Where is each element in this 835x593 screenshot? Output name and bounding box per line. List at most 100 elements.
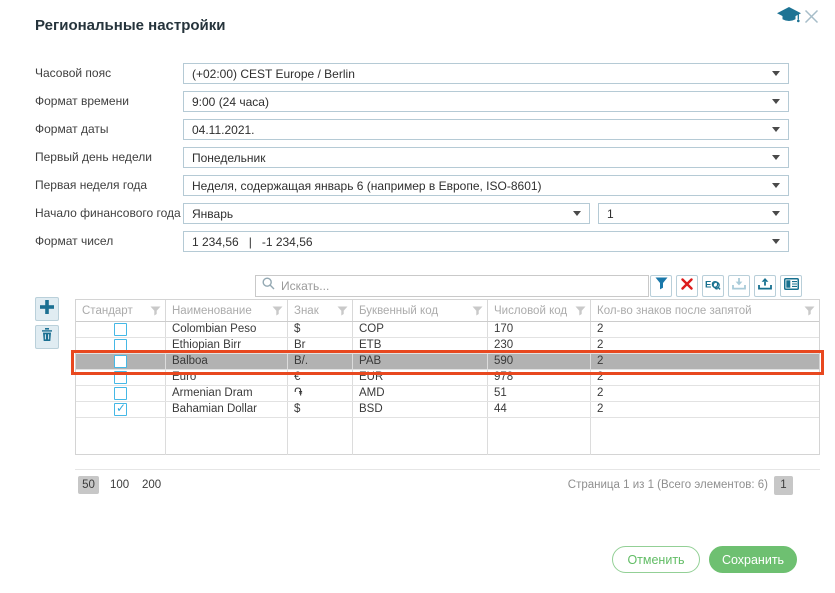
standard-checkbox[interactable] [114, 401, 127, 416]
fiscal-year-day-select[interactable]: 1 [598, 203, 789, 224]
cell-decimals: 2 [597, 403, 604, 415]
first-day-value: Понедельник [192, 150, 266, 165]
chevron-down-icon [772, 239, 780, 244]
date-format-label: Формат даты [35, 122, 109, 136]
cell-decimals: 2 [597, 339, 604, 351]
chevron-down-icon [772, 155, 780, 160]
column-header-sign[interactable]: Знак [288, 300, 353, 321]
cell-sign: Br [288, 338, 353, 353]
number-format-value: 1 234,56 | -1 234,56 [192, 234, 313, 249]
table-row[interactable]: Bahamian Dollar $ BSD 44 2 [76, 401, 819, 418]
fiscal-year-month-value: Январь [192, 206, 234, 221]
column-filter-icon [337, 306, 348, 315]
cell-alpha-code: PAB [353, 354, 488, 369]
clear-filter-icon [681, 277, 693, 295]
graduation-cap-icon[interactable] [776, 6, 802, 26]
page-size-100[interactable]: 100 [110, 479, 130, 491]
date-format-select[interactable]: 04.11.2021. [183, 119, 789, 140]
column-header-alpha-code[interactable]: Буквенный код [353, 300, 488, 321]
table-row[interactable]: Colombian Peso $ COP 170 2 [76, 322, 819, 338]
standard-checkbox[interactable] [114, 339, 127, 352]
column-header-decimals[interactable]: Кол-во знаков после запятой [591, 300, 819, 321]
cell-sign: ֏ [288, 386, 353, 401]
pager-divider [75, 469, 820, 470]
column-header-numeric-code[interactable]: Числовой код [488, 300, 591, 321]
cell-numeric-code: 978 [488, 370, 591, 385]
column-header-standard[interactable]: Стандарт [76, 300, 166, 321]
table-row[interactable]: Balboa B/. PAB 590 2 [76, 354, 819, 370]
date-format-value: 04.11.2021. [192, 122, 255, 137]
time-format-label: Формат времени [35, 94, 129, 108]
columns-panel-button[interactable] [780, 275, 802, 297]
close-icon[interactable] [804, 9, 819, 24]
table-row[interactable]: Armenian Dram ֏ AMD 51 2 [76, 386, 819, 402]
page-size-50[interactable]: 50 [78, 476, 99, 494]
cell-name: Ethiopian Birr [166, 338, 288, 353]
page-size-200[interactable]: 200 [142, 479, 162, 491]
table-row[interactable]: Euro € EUR 978 2 [76, 370, 819, 386]
chevron-down-icon [772, 99, 780, 104]
standard-checkbox[interactable] [114, 387, 127, 400]
search-icon [262, 277, 275, 295]
page-info: Страница 1 из 1 (Всего элементов: 6) [567, 479, 768, 491]
column-filter-icon [150, 306, 161, 315]
cell-decimals: 2 [597, 323, 604, 335]
standard-checkbox[interactable] [114, 355, 127, 368]
chevron-down-icon [772, 211, 780, 216]
cell-sign: $ [288, 322, 353, 337]
cancel-button[interactable]: Отменить [612, 546, 700, 573]
cell-name: Bahamian Dollar [166, 402, 288, 417]
column-label: Наименование [172, 304, 252, 317]
number-format-label: Формат чисел [35, 234, 114, 248]
delete-row-button[interactable] [35, 325, 59, 349]
first-day-select[interactable]: Понедельник [183, 147, 789, 168]
svg-text:EQ: EQ [705, 279, 719, 290]
cell-decimals: 2 [597, 355, 604, 367]
timezone-select[interactable]: (+02:00) CEST Europe / Berlin [183, 63, 789, 84]
column-filter-icon [272, 306, 283, 315]
standard-checkbox[interactable] [114, 371, 127, 384]
standard-checkbox[interactable] [114, 323, 127, 336]
chevron-down-icon [573, 211, 581, 216]
cell-numeric-code: 170 [488, 322, 591, 337]
cell-numeric-code: 590 [488, 354, 591, 369]
page-1-button[interactable]: 1 [774, 476, 793, 495]
first-day-label: Первый день недели [35, 150, 152, 164]
first-week-select[interactable]: Неделя, содержащая январь 6 (например в … [183, 175, 789, 196]
first-week-label: Первая неделя года [35, 178, 148, 192]
add-row-button[interactable] [35, 297, 59, 321]
save-button[interactable]: Сохранить [709, 546, 797, 573]
advanced-search-button[interactable]: EQ [702, 275, 724, 297]
columns-panel-icon [783, 277, 799, 295]
column-filter-icon [804, 306, 815, 315]
filter-icon [655, 277, 668, 295]
time-format-select[interactable]: 9:00 (24 часа) [183, 91, 789, 112]
column-header-name[interactable]: Наименование [166, 300, 288, 321]
fiscal-year-month-select[interactable]: Январь [183, 203, 590, 224]
table-empty-area [76, 418, 819, 455]
cell-sign: $ [288, 402, 353, 417]
page-title: Региональные настройки [35, 17, 226, 34]
trash-icon [41, 328, 53, 346]
cell-alpha-code: ETB [353, 338, 488, 353]
search-box [255, 275, 649, 297]
cell-name: Armenian Dram [166, 386, 288, 401]
import-button[interactable] [728, 275, 750, 297]
download-icon [732, 277, 746, 295]
advanced-search-icon: EQ [705, 277, 721, 296]
number-format-select[interactable]: 1 234,56 | -1 234,56 [183, 231, 789, 252]
cell-alpha-code: BSD [353, 402, 488, 417]
table-row[interactable]: Ethiopian Birr Br ETB 230 2 [76, 338, 819, 354]
column-label: Числовой код [494, 304, 568, 317]
search-input[interactable] [281, 279, 642, 293]
timezone-value: (+02:00) CEST Europe / Berlin [192, 66, 355, 81]
clear-filter-button[interactable] [676, 275, 698, 297]
cell-name: Euro [166, 370, 288, 385]
first-week-value: Неделя, содержащая январь 6 (например в … [192, 178, 542, 193]
fiscal-year-label: Начало финансового года [35, 206, 181, 220]
time-format-value: 9:00 (24 часа) [192, 94, 269, 109]
filter-button[interactable] [650, 275, 672, 297]
cell-decimals: 2 [597, 371, 604, 383]
export-button[interactable] [754, 275, 776, 297]
